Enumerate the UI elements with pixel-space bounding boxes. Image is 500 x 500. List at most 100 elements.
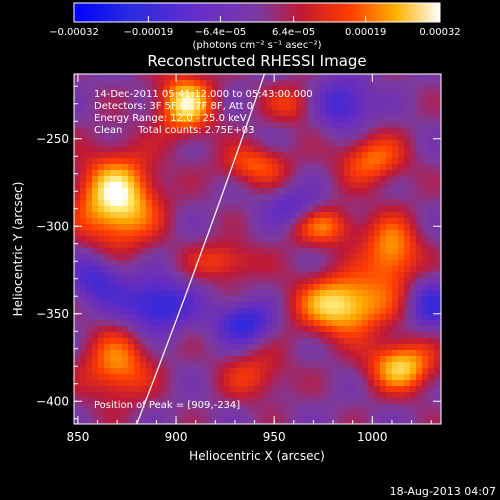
heatmap-cell [182,320,189,327]
heatmap-cell [188,182,195,189]
heatmap-cell [326,308,333,315]
heatmap-cell [302,302,309,309]
heatmap-cell [368,128,375,135]
heatmap-cell [302,80,309,87]
heatmap-cell [302,200,309,207]
heatmap-cell [206,110,213,117]
heatmap-cell [200,260,207,267]
heatmap-cell [134,254,141,261]
heatmap-cell [218,122,225,129]
heatmap-cell [398,278,405,285]
heatmap-cell [218,200,225,207]
heatmap-cell [386,380,393,387]
heatmap-cell [242,356,249,363]
heatmap-cell [428,98,435,105]
heatmap-cell [356,320,363,327]
heatmap-cell [254,218,261,225]
heatmap-cell [98,392,105,399]
heatmap-cell [380,254,387,261]
heatmap-cell [110,122,117,129]
heatmap-cell [284,356,291,363]
heatmap-cell [134,98,141,105]
heatmap-cell [356,326,363,333]
heatmap-cell [86,194,93,201]
heatmap-cell [308,404,315,411]
heatmap-cell [80,200,87,207]
heatmap-cell [104,314,111,321]
heatmap-cell [158,158,165,165]
heatmap-cell [332,194,339,201]
heatmap-cell [272,224,279,231]
heatmap-cell [326,236,333,243]
heatmap-cell [206,398,213,405]
heatmap-cell [92,314,99,321]
heatmap-cell [368,86,375,93]
heatmap-cell [260,320,267,327]
heatmap-cell [200,284,207,291]
heatmap-cell [92,350,99,357]
heatmap-cell [98,278,105,285]
heatmap-cell [104,158,111,165]
heatmap-cell [74,278,81,285]
heatmap-cell [320,338,327,345]
heatmap-cell [242,272,249,279]
heatmap-cell [194,266,201,273]
heatmap-cell [398,146,405,153]
heatmap-cell [200,164,207,171]
heatmap-cell [386,170,393,177]
heatmap-cell [140,254,147,261]
heatmap-cell [386,224,393,231]
heatmap-cell [380,326,387,333]
heatmap-cell [398,80,405,87]
heatmap-cell [356,416,363,423]
heatmap-cell [164,128,171,135]
heatmap-cell [122,356,129,363]
heatmap-cell [188,398,195,405]
heatmap-cell [206,410,213,417]
heatmap-cell [302,152,309,159]
heatmap-cell [326,254,333,261]
heatmap-cell [290,248,297,255]
heatmap-cell [218,284,225,291]
heatmap-cell [110,200,117,207]
heatmap-cell [146,260,153,267]
heatmap-cell [398,320,405,327]
heatmap-cell [380,368,387,375]
heatmap-cell [350,242,357,249]
heatmap-cell [434,284,441,291]
heatmap-cell [416,176,423,183]
heatmap-cell [314,200,321,207]
heatmap-cell [182,374,189,381]
heatmap-cell [146,236,153,243]
heatmap-cell [92,272,99,279]
heatmap-cell [122,122,129,129]
heatmap-cell [182,416,189,423]
heatmap-cell [308,122,315,129]
heatmap-cell [146,404,153,411]
heatmap-cell [272,326,279,333]
heatmap-cell [374,410,381,417]
heatmap-cell [122,398,129,405]
heatmap-cell [182,212,189,219]
heatmap-cell [74,410,81,417]
heatmap-cell [272,356,279,363]
heatmap-cell [80,314,87,321]
heatmap-cell [86,410,93,417]
heatmap-cell [158,188,165,195]
heatmap-cell [338,218,345,225]
heatmap-cell [236,314,243,321]
heatmap-cell [242,320,249,327]
heatmap-cell [362,200,369,207]
heatmap-cell [422,260,429,267]
heatmap-cell [254,356,261,363]
heatmap-cell [350,116,357,123]
heatmap-cell [422,314,429,321]
heatmap-cell [116,296,123,303]
heatmap-cell [320,122,327,129]
heatmap-cell [398,224,405,231]
heatmap-cell [368,344,375,351]
heatmap-cell [218,302,225,309]
heatmap-cell [212,188,219,195]
heatmap-cell [392,278,399,285]
heatmap-cell [344,110,351,117]
